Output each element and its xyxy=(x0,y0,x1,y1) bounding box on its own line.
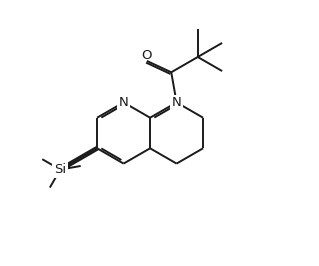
Text: N: N xyxy=(119,96,129,109)
Text: O: O xyxy=(142,49,152,62)
Text: Si: Si xyxy=(54,163,66,176)
Text: N: N xyxy=(172,96,182,109)
